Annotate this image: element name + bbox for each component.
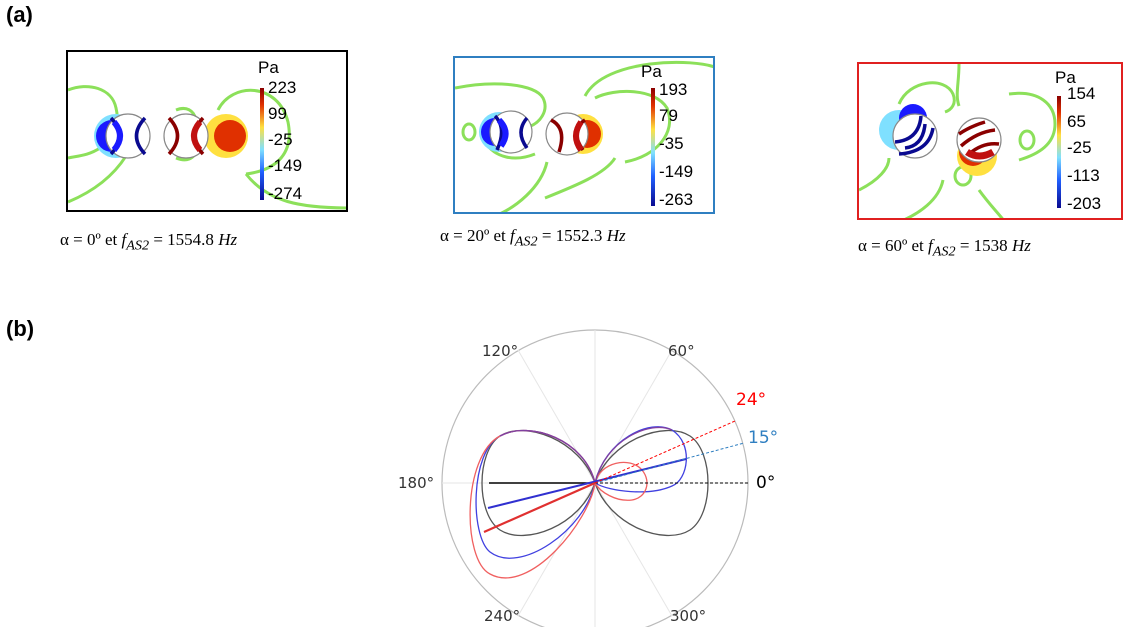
annot-line-15: [594, 442, 745, 484]
colorbar: [260, 88, 264, 200]
directivity-curve-purple: [499, 426, 673, 484]
colorbar-tick: -149: [268, 156, 303, 175]
field-map-alpha-60-graphic: [859, 64, 1061, 218]
directivity-curve-blue: [475, 426, 687, 559]
colorbar: [1057, 96, 1061, 208]
colorbar-tick: -149: [659, 162, 694, 181]
direction-line-24: [483, 481, 596, 534]
annot-label-24: 24°: [736, 390, 766, 410]
colorbar: [651, 88, 655, 206]
caption-alpha-60: α = 60º et fAS2 = 1538 Hz: [858, 236, 1031, 260]
colorbar-tick: -25: [1067, 138, 1092, 157]
annot-line-24: [594, 420, 736, 484]
angle-label-60: 60°: [668, 342, 695, 360]
colorbar-tick: -274: [268, 184, 303, 203]
field-map-alpha-20: Pa 193 79 -35 -149 -263: [453, 56, 715, 214]
colorbar-tick: 154: [1067, 84, 1096, 103]
colorbar-tick: 65: [1067, 112, 1086, 131]
annot-label-15: 15°: [748, 428, 778, 448]
colorbar-tick: -263: [659, 190, 694, 209]
field-map-alpha-0-graphic: [68, 85, 346, 210]
colorbar-tick: 79: [659, 106, 678, 125]
angle-label-300: 300°: [670, 607, 706, 625]
field-map-alpha-60: Pa 154 65 -25 -113 -203: [857, 62, 1123, 220]
colorbar-tick: -113: [1067, 166, 1100, 185]
colorbar-tick: -203: [1067, 194, 1102, 213]
field-map-alpha-0: Pa 223 99 -25 -149 -274: [66, 50, 348, 212]
caption-alpha-0: α = 0º et fAS2 = 1554.8 Hz: [60, 230, 238, 254]
angle-label-120: 120°: [482, 342, 518, 360]
colorbar-tick: 223: [268, 78, 297, 97]
colorbar-unit: Pa: [258, 58, 279, 77]
panel-b-label: (b): [6, 316, 35, 341]
colorbar-tick: -35: [659, 134, 684, 153]
angle-label-180: 180°: [398, 474, 434, 492]
field-map-alpha-20-graphic: [455, 60, 713, 212]
annot-label-0: 0°: [756, 473, 775, 493]
colorbar-tick: 99: [268, 104, 287, 123]
colorbar-unit: Pa: [641, 62, 662, 81]
angle-label-240: 240°: [484, 607, 520, 625]
caption-alpha-20: α = 20º et fAS2 = 1552.3 Hz: [440, 226, 626, 250]
colorbar-tick: 193: [659, 80, 688, 99]
colorbar-tick: -25: [268, 130, 293, 149]
colorbar-unit: Pa: [1055, 68, 1076, 87]
panel-a-label: (a): [6, 2, 33, 27]
